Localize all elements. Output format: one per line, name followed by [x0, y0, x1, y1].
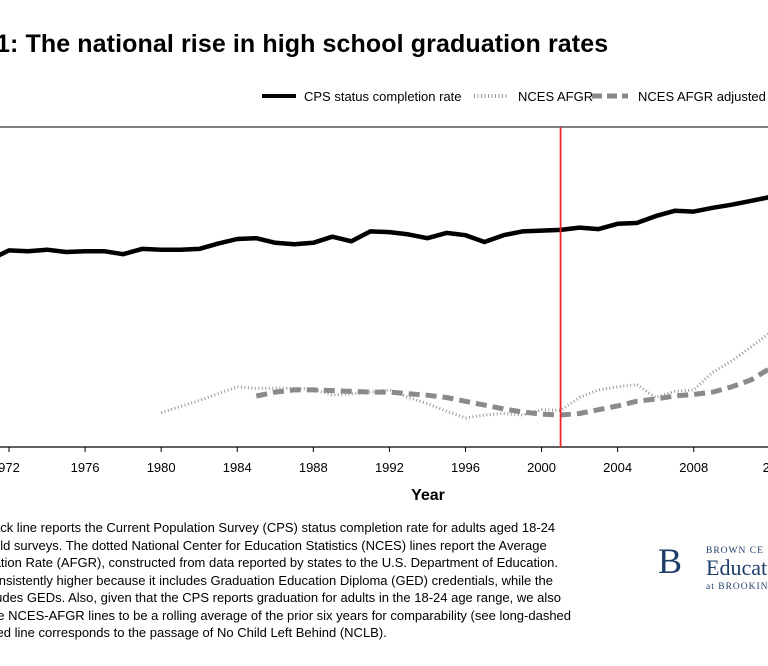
- x-axis-label: Year: [411, 487, 445, 504]
- note-line: d black line reports the Current Populat…: [0, 520, 556, 535]
- logo-mark: B: [658, 541, 683, 581]
- legend-swatch-dotted: [474, 94, 508, 98]
- x-tick-label: 2004: [603, 460, 632, 475]
- x-tick-label: 2008: [679, 460, 708, 475]
- note-line: excludes GEDs. Also, given that the CPS …: [0, 590, 561, 605]
- chart-axes: 972 1976 1980 1984 1988 1992 1996 2000 2004 2008 2…: [0, 126, 768, 504]
- note-line: sehold surveys. The dotted National Cent…: [0, 537, 547, 553]
- chart-title: 1: The national rise in high school grad…: [0, 30, 609, 58]
- series-line-afgr: [160, 332, 768, 420]
- legend: CPS status completion rate NCES AFGR NCE…: [262, 87, 768, 107]
- x-tick-label: 972: [0, 460, 20, 475]
- note-line: is consistently higher because it includ…: [0, 572, 553, 588]
- legend-label-afgr-adjusted: NCES AFGR adjusted (: [638, 89, 768, 104]
- logo-line-2: Educat: [706, 555, 768, 580]
- legend-label-afgr: NCES AFGR: [518, 89, 594, 104]
- x-tick-label: 1992: [375, 460, 404, 475]
- series-line-cps: [0, 195, 768, 258]
- legend-swatch-solid: [262, 94, 296, 98]
- x-tick-label: 1980: [147, 460, 176, 475]
- series-line-afgr-adjusted: [255, 366, 768, 418]
- logo-line-3: at BROOKIN: [706, 582, 768, 592]
- legend-label-cps: CPS status completion rate: [304, 89, 462, 104]
- x-tick-label: 1996: [451, 460, 480, 475]
- x-tick-label: 2000: [527, 460, 556, 475]
- x-tick-label: 1976: [71, 460, 100, 475]
- note-line: of the NCES-AFGR lines to be a rolling a…: [0, 607, 572, 623]
- logo-line-1: BROWN CE: [706, 546, 764, 556]
- x-tick-label: 1988: [299, 460, 328, 475]
- x-tick-label: 1984: [223, 460, 252, 475]
- chart-notes: d black line reports the Current Populat…: [0, 519, 647, 642]
- legend-swatch-dashed: [592, 93, 628, 99]
- note-line: aduation Rate (AFGR), constructed from d…: [0, 555, 559, 570]
- x-tick-label: 20: [763, 460, 768, 475]
- note-line: cal red line corresponds to the passage …: [0, 625, 387, 640]
- line-chart: 972 1976 1980 1984 1988 1992 1996 2000 2004 2008 2…: [0, 126, 768, 504]
- chart-marks: [0, 127, 768, 447]
- brown-center-logo: B BROWN CE Educat at BROOKIN: [658, 541, 768, 596]
